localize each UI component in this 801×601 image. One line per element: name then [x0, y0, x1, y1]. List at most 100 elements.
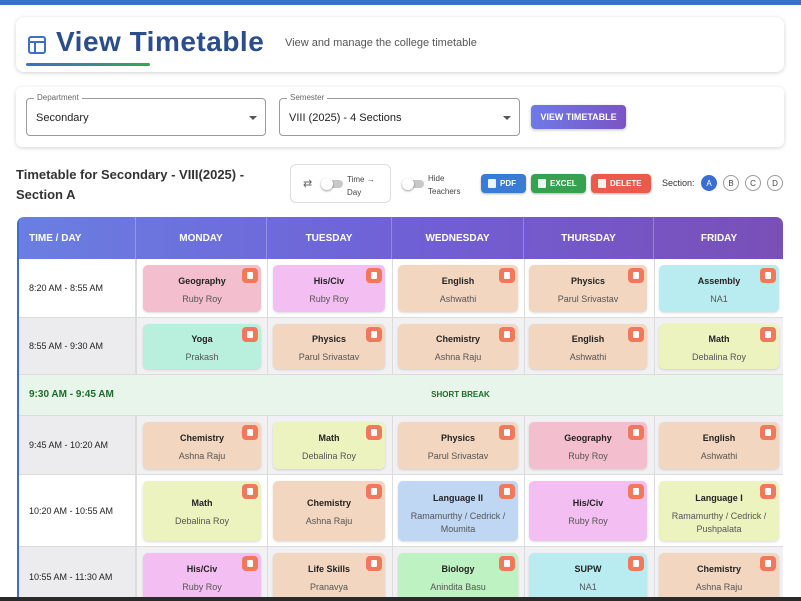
- class-cell[interactable]: Chemistry Ashna Raju: [659, 553, 779, 597]
- class-cell[interactable]: Life Skills Pranavya: [273, 553, 385, 597]
- time-day-toggle-track[interactable]: [324, 180, 343, 188]
- hide-teachers-toggle-track[interactable]: [405, 180, 424, 188]
- table-row: 8:55 AM - 9:30 AM Yoga Prakash Physics Parul…: [19, 318, 783, 375]
- time-day-toggle[interactable]: [321, 178, 333, 190]
- teacher-name: Prakash: [185, 352, 219, 362]
- delete-class-button[interactable]: [628, 484, 644, 499]
- delete-class-button[interactable]: [242, 327, 258, 342]
- column-divider: [654, 475, 655, 546]
- class-cell[interactable]: Math Debalina Roy: [273, 422, 385, 469]
- trash-icon: [371, 560, 377, 567]
- delete-button[interactable]: DELETE: [591, 174, 651, 193]
- page-title: View Timetable: [56, 26, 265, 57]
- delete-class-button[interactable]: [760, 268, 776, 283]
- class-cell[interactable]: Yoga Prakash: [143, 324, 261, 369]
- delete-class-button[interactable]: [760, 327, 776, 342]
- delete-class-button[interactable]: [760, 556, 776, 571]
- column-divider: [136, 416, 137, 474]
- column-divider: [524, 416, 525, 474]
- subject-name: Math: [191, 498, 213, 508]
- class-cell[interactable]: His/Civ Ruby Roy: [143, 553, 261, 597]
- class-cell[interactable]: Geography Ruby Roy: [529, 422, 647, 469]
- class-cell[interactable]: Assembly NA1: [659, 265, 779, 312]
- section-pill-c[interactable]: C: [745, 175, 761, 191]
- trash-icon: [765, 429, 771, 436]
- delete-class-button[interactable]: [760, 484, 776, 499]
- delete-class-button[interactable]: [242, 484, 258, 499]
- subject-name: Physics: [440, 433, 476, 443]
- class-cell[interactable]: His/Civ Ruby Roy: [529, 481, 647, 541]
- trash-icon: [598, 179, 606, 188]
- header-monday: MONDAY: [136, 217, 267, 259]
- delete-class-button[interactable]: [628, 556, 644, 571]
- trash-icon: [765, 272, 771, 279]
- page-subtitle: View and manage the college timetable: [285, 37, 477, 49]
- subject-name: English: [702, 433, 736, 443]
- class-cell[interactable]: Math Debalina Roy: [659, 324, 779, 369]
- class-cell[interactable]: English Ashwathi: [398, 265, 518, 312]
- delete-class-button[interactable]: [628, 327, 644, 342]
- delete-class-button[interactable]: [499, 556, 515, 571]
- class-cell[interactable]: Biology Anindita Basu: [398, 553, 518, 597]
- delete-class-button[interactable]: [366, 556, 382, 571]
- class-cell[interactable]: SUPW NA1: [529, 553, 647, 597]
- delete-class-button[interactable]: [499, 484, 515, 499]
- semester-label: Semester: [287, 93, 328, 102]
- delete-class-button[interactable]: [242, 268, 258, 283]
- delete-class-button[interactable]: [760, 425, 776, 440]
- trash-icon: [765, 488, 771, 495]
- column-divider: [654, 259, 655, 317]
- teacher-name: Ruby Roy: [182, 582, 222, 592]
- delete-class-button[interactable]: [499, 268, 515, 283]
- column-divider: [267, 475, 268, 546]
- delete-class-button[interactable]: [499, 425, 515, 440]
- subject-name: Chemistry: [435, 334, 480, 344]
- trash-icon: [633, 331, 639, 338]
- teacher-name: Ruby Roy: [182, 294, 222, 304]
- section-pill-a[interactable]: A: [701, 175, 717, 191]
- class-cell[interactable]: Chemistry Ashna Raju: [273, 481, 385, 541]
- header-friday: FRIDAY: [654, 217, 783, 259]
- class-cell[interactable]: Language I Ramamurthy / Cedrick / Pushpal…: [659, 481, 779, 541]
- subject-name: Physics: [570, 276, 606, 286]
- delete-class-button[interactable]: [366, 327, 382, 342]
- time-slot: 10:55 AM - 11:30 AM: [19, 547, 136, 597]
- class-cell[interactable]: Chemistry Ashna Raju: [398, 324, 518, 369]
- delete-class-button[interactable]: [366, 268, 382, 283]
- semester-select[interactable]: Semester VIII (2025) - 4 Sections: [279, 93, 520, 136]
- delete-class-button[interactable]: [366, 425, 382, 440]
- class-cell[interactable]: Physics Parul Srivastav: [273, 324, 385, 369]
- delete-class-button[interactable]: [628, 268, 644, 283]
- section-pill-b[interactable]: B: [723, 175, 739, 191]
- pdf-button[interactable]: PDF: [481, 174, 526, 193]
- class-cell[interactable]: English Ashwathi: [659, 422, 779, 469]
- delete-class-button[interactable]: [366, 484, 382, 499]
- class-cell[interactable]: Geography Ruby Roy: [143, 265, 261, 312]
- trash-icon: [504, 331, 510, 338]
- trash-icon: [633, 488, 639, 495]
- delete-class-button[interactable]: [628, 425, 644, 440]
- department-select[interactable]: Department Secondary: [26, 93, 266, 136]
- section-pill-d[interactable]: D: [767, 175, 783, 191]
- hide-teachers-toggle[interactable]: [402, 178, 414, 190]
- teacher-name: Ruby Roy: [568, 516, 608, 526]
- class-cell[interactable]: His/Civ Ruby Roy: [273, 265, 385, 312]
- class-cell[interactable]: Physics Parul Srivastav: [398, 422, 518, 469]
- excel-button[interactable]: EXCEL: [531, 174, 586, 193]
- class-cell[interactable]: English Ashwathi: [529, 324, 647, 369]
- class-cell[interactable]: Math Debalina Roy: [143, 481, 261, 541]
- page-header: View Timetable View and manage the colle…: [16, 17, 784, 72]
- class-cell[interactable]: Chemistry Ashna Raju: [143, 422, 261, 469]
- trash-icon: [504, 488, 510, 495]
- pdf-icon: [488, 179, 496, 188]
- teacher-name: Anindita Basu: [430, 582, 486, 592]
- teacher-name: Ruby Roy: [568, 451, 608, 461]
- teacher-name: Ruby Roy: [309, 294, 349, 304]
- class-cell[interactable]: Language II Ramamurthy / Cedrick / Moumit…: [398, 481, 518, 541]
- delete-class-button[interactable]: [242, 425, 258, 440]
- class-cell[interactable]: Physics Parul Srivastav: [529, 265, 647, 312]
- table-row: 9:45 AM - 10:20 AM Chemistry Ashna Raju Mat…: [19, 416, 783, 475]
- delete-class-button[interactable]: [499, 327, 515, 342]
- delete-class-button[interactable]: [242, 556, 258, 571]
- view-timetable-button[interactable]: VIEW TIMETABLE: [531, 105, 626, 129]
